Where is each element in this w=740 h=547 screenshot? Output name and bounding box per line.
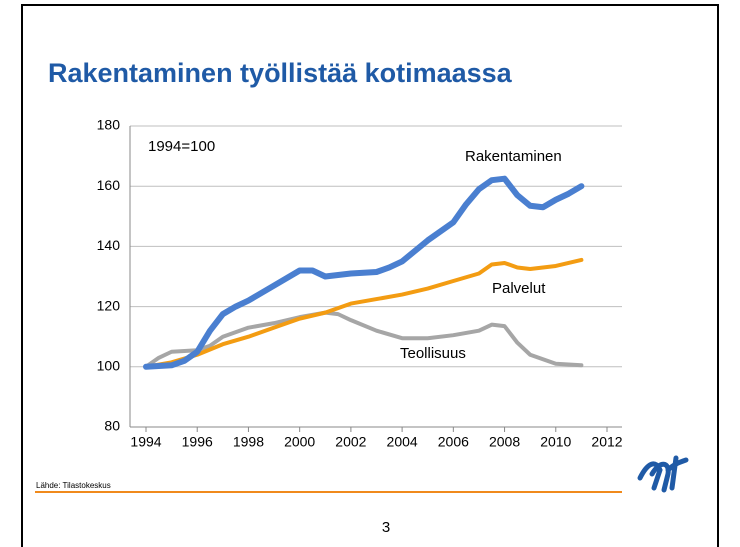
x-tick-label: 2000 [284, 434, 315, 450]
y-tick-label: 80 [104, 418, 120, 434]
x-tick-label: 2006 [438, 434, 469, 450]
y-tick-label: 140 [97, 237, 121, 253]
x-tick-label: 2002 [335, 434, 366, 450]
logo [637, 455, 689, 493]
y-tick-label: 100 [97, 358, 121, 374]
y-tick-label: 180 [97, 117, 121, 133]
y-tick-label: 160 [97, 177, 121, 193]
x-tick-label: 2004 [387, 434, 418, 450]
x-tick-label: 2010 [540, 434, 571, 450]
x-tick-label: 1998 [233, 434, 264, 450]
slide-frame [21, 4, 719, 547]
x-tick-label: 2012 [591, 434, 622, 450]
x-tick-label: 1996 [182, 434, 213, 450]
series-line [143, 175, 585, 370]
source: Lähde: Tilastokeskus [36, 481, 111, 490]
series-line [144, 257, 584, 369]
annotation: 1994=100 [148, 138, 215, 155]
series-label: Palvelut [492, 280, 546, 297]
y-tick-label: 120 [97, 297, 121, 313]
chart-title: Rakentaminen työllistää kotimaassa [48, 58, 513, 88]
page-number: 3 [382, 519, 390, 536]
series-label: Teollisuus [400, 345, 466, 362]
x-tick-label: 1994 [130, 434, 161, 450]
x-tick-label: 2008 [489, 434, 520, 450]
series-line [144, 310, 584, 369]
series-label: Rakentaminen [465, 148, 562, 165]
